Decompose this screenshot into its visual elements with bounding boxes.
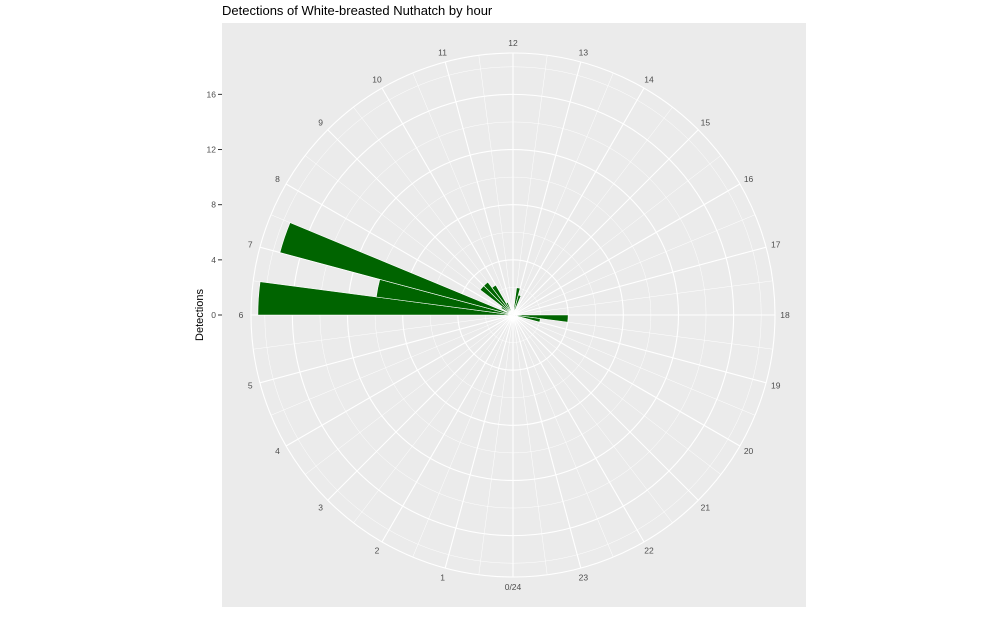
grid-spoke [512, 214, 756, 316]
hour-label-22: 22 [644, 546, 654, 556]
grid-spoke [512, 314, 767, 384]
y-axis-label: Detections [194, 289, 206, 341]
grid-spoke [285, 183, 514, 316]
grid-spoke [512, 314, 548, 575]
grid-spoke [512, 246, 767, 316]
bar-h7 [279, 222, 514, 316]
grid-spoke [512, 87, 645, 316]
y-tick-label-12: 12 [207, 145, 217, 155]
grid-spoke [444, 314, 514, 569]
grid-spoke [259, 314, 514, 384]
grid-spoke [512, 314, 722, 475]
y-tick-label-16: 16 [207, 89, 217, 99]
hour-label-17: 17 [771, 240, 781, 250]
grid-spoke [512, 72, 614, 316]
grid-spoke [381, 87, 514, 316]
grid-spoke [512, 61, 582, 316]
hour-label-12: 12 [508, 38, 518, 48]
grid-spoke [512, 129, 699, 316]
hour-labels: 0/24123456789101112131415161718192021222… [239, 38, 790, 592]
bar-h18.5 [512, 314, 541, 323]
grid-spoke [412, 314, 514, 558]
grid-spoke [353, 314, 514, 524]
hour-label-10: 10 [372, 74, 382, 84]
grid-spoke [270, 314, 514, 416]
y-tick-label-0: 0 [211, 310, 216, 320]
hour-label-23: 23 [579, 573, 589, 583]
hour-label-0: 0/24 [505, 582, 522, 592]
grid-spoke [512, 55, 548, 316]
bar-h9.5 [491, 284, 514, 316]
hour-label-4: 4 [275, 446, 280, 456]
grid-spoke [285, 314, 514, 447]
grid-spoke [512, 155, 722, 316]
bar-h10 [505, 301, 514, 316]
y-axis: 0 4 8 12 16 [207, 89, 222, 320]
hour-label-21: 21 [701, 502, 711, 512]
grid-spoke [512, 106, 673, 316]
y-tick-label-8: 8 [211, 200, 216, 210]
hour-label-18: 18 [780, 310, 790, 320]
grid-spoke [381, 314, 514, 543]
grid-spoke [512, 314, 614, 558]
hour-label-13: 13 [579, 47, 589, 57]
hour-label-14: 14 [644, 74, 654, 84]
hour-label-3: 3 [318, 502, 323, 512]
y-tick-label-4: 4 [211, 255, 216, 265]
hour-label-11: 11 [438, 47, 447, 57]
grid-spoke [512, 183, 741, 316]
hour-label-19: 19 [771, 380, 781, 390]
grid-spoke [304, 314, 514, 475]
hour-label-16: 16 [744, 174, 754, 184]
grid-spoke [512, 314, 582, 569]
grid-spoke [412, 72, 514, 316]
hour-label-8: 8 [275, 174, 280, 184]
grid-spoke [253, 314, 514, 350]
grid-spoke [327, 129, 514, 316]
grid-spoke [512, 314, 645, 543]
bar-h13 [512, 294, 522, 316]
hour-label-20: 20 [744, 446, 754, 456]
chart-title: Detections of White-breasted Nuthatch by… [222, 3, 493, 18]
hour-label-6: 6 [239, 310, 244, 320]
grid-spoke [512, 314, 673, 524]
grid-spoke [444, 61, 514, 316]
hour-label-15: 15 [701, 118, 711, 128]
grid-spoke [512, 314, 741, 447]
hour-label-2: 2 [375, 546, 380, 556]
grid-spoke [327, 314, 514, 501]
hour-label-1: 1 [440, 573, 445, 583]
grid-spoke [353, 106, 514, 316]
hour-label-9: 9 [318, 118, 323, 128]
grid-spoke [304, 155, 514, 316]
grid-spoke [478, 55, 514, 316]
grid-spoke [478, 314, 514, 575]
grid-spoke [512, 314, 756, 416]
bars [257, 222, 569, 323]
grid-spoke [512, 314, 699, 501]
hour-label-7: 7 [248, 240, 253, 250]
bar-h9 [483, 281, 514, 316]
hour-label-5: 5 [248, 380, 253, 390]
grid-spoke [512, 280, 773, 316]
